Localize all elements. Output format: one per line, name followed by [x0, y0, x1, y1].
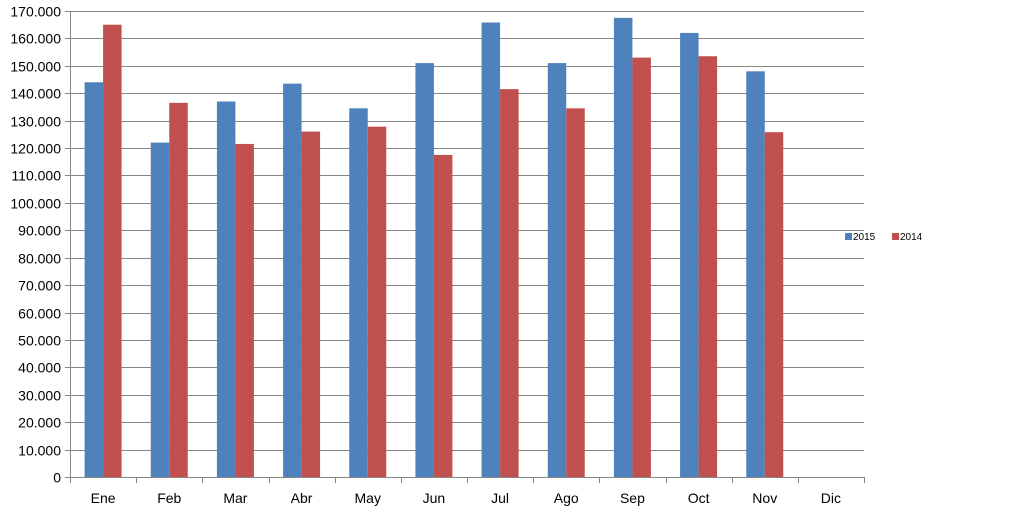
y-tick-label: 60.000	[18, 306, 61, 322]
bar-2014-Sep	[632, 57, 651, 477]
bar-2014-Nov	[764, 132, 784, 477]
bars	[84, 17, 784, 478]
legend-swatch	[892, 233, 899, 240]
y-tick-label: 40.000	[18, 360, 61, 376]
x-tick-label: Feb	[157, 490, 181, 506]
y-tick-label: 100.000	[10, 196, 61, 212]
bar-2015-Mar	[216, 101, 236, 477]
bar-2015-Oct	[680, 32, 699, 477]
x-tick-labels: Ene Feb Mar Abr May Jun Jul Ago Sep Oct Nov Dic	[91, 490, 841, 506]
x-tick-label: Ago	[554, 490, 579, 506]
bar-2014-Ene	[103, 24, 122, 478]
x-tick-label: Jun	[423, 490, 446, 506]
y-tick-label: 0	[53, 470, 61, 486]
y-tick-label: 120.000	[10, 141, 61, 157]
y-tick-label: 140.000	[10, 86, 61, 102]
y-tick-label: 80.000	[18, 251, 61, 267]
bar-2014-Feb	[169, 102, 188, 478]
y-tick-labels: 0 10.000 20.000 30.000 40.000 50.000 60.000 70.…	[10, 4, 61, 486]
bar-2014-Ago	[566, 108, 585, 477]
legend-swatch	[845, 233, 852, 240]
bar-2014-Jul	[500, 89, 519, 477]
bar-2014-Jun	[433, 154, 453, 478]
bar-2015-Nov	[746, 71, 765, 478]
x-tick-label: May	[355, 490, 381, 506]
x-tick-label: Oct	[688, 490, 710, 506]
x-tick-label: Mar	[223, 490, 247, 506]
bar-2015-Feb	[150, 142, 170, 477]
y-tick-label: 50.000	[18, 333, 61, 349]
bar-2015-Ago	[547, 63, 567, 478]
bar-2014-May	[367, 126, 387, 478]
x-tick-label: Sep	[620, 490, 645, 506]
y-tick-label: 110.000	[11, 168, 61, 184]
y-tick-label: 10.000	[18, 443, 61, 459]
gridlines	[70, 11, 864, 451]
legend-label: 2015	[853, 232, 876, 243]
bar-2015-Abr	[283, 83, 302, 477]
y-tick-label: 30.000	[18, 388, 61, 404]
y-tick-label: 90.000	[18, 223, 61, 239]
bar-2014-Oct	[698, 56, 718, 478]
legend-label: 2014	[900, 232, 923, 243]
bar-2015-Ene	[84, 82, 104, 477]
y-tick-label: 70.000	[18, 278, 61, 294]
x-tick-label: Ene	[91, 490, 116, 506]
x-tick-label: Abr	[291, 490, 313, 506]
legend: 2015 2014	[845, 232, 923, 243]
x-tick-label: Nov	[752, 490, 777, 506]
y-tick-label: 150.000	[10, 59, 61, 75]
bar-2014-Mar	[235, 143, 254, 477]
bar-2015-Jul	[481, 22, 501, 478]
bar-2015-Jun	[415, 63, 434, 478]
bar-2014-Abr	[301, 131, 321, 478]
x-tick-label: Jul	[491, 490, 509, 506]
x-tick-label: Dic	[821, 490, 841, 506]
y-tick-label: 170.000	[10, 4, 61, 20]
y-tick-label: 20.000	[18, 415, 61, 431]
bar-2015-May	[349, 108, 368, 477]
y-tick-label: 160.000	[10, 31, 61, 47]
bar-2015-Sep	[613, 17, 633, 478]
y-tick-label: 130.000	[10, 114, 61, 130]
axes	[65, 11, 865, 483]
